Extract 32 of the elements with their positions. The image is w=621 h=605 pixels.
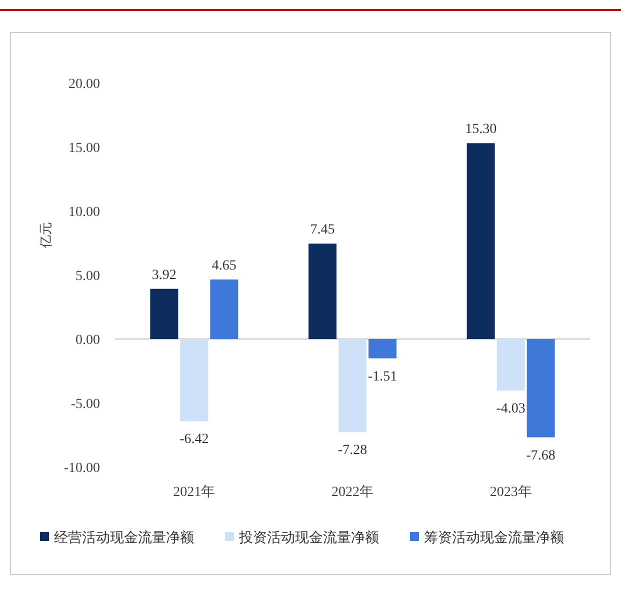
text: -1.51 [368,369,398,384]
bar [150,288,178,339]
bar [210,279,238,339]
bar [496,339,525,391]
legend-label: 筹资活动现金流量净额 [424,530,564,546]
y-axis-title: 亿元 [39,222,54,249]
legend-label: 经营活动现金流量净额 [54,530,194,546]
bar [180,339,208,422]
text: 7.45 [310,222,335,238]
bar [526,339,555,438]
text: -7.68 [526,448,556,464]
y-tick-label: 10.00 [68,205,100,220]
bar [338,339,366,432]
x-tick-label: 2021年 [173,484,216,500]
y-tick-label: 20.00 [68,77,100,92]
x-tick-label: 2022年 [332,484,374,500]
y-tick-label: 5.00 [76,269,100,284]
y-tick-label: 15.00 [68,141,100,156]
text: -6.42 [180,432,209,448]
y-tick-label: -5.00 [70,397,100,412]
text: -7.28 [338,443,368,458]
x-tick-label: 2023年 [490,484,532,500]
text: 4.65 [212,258,236,274]
bar [466,143,495,339]
bar [308,244,336,339]
legend-label: 投资活动现金流量净额 [238,530,379,546]
y-tick-label: -10.00 [64,461,100,476]
text: -4.03 [496,402,526,417]
text: 3.92 [152,268,176,283]
y-tick-label: 0.00 [76,333,100,348]
text: 15.30 [465,122,497,138]
bar [368,339,396,358]
